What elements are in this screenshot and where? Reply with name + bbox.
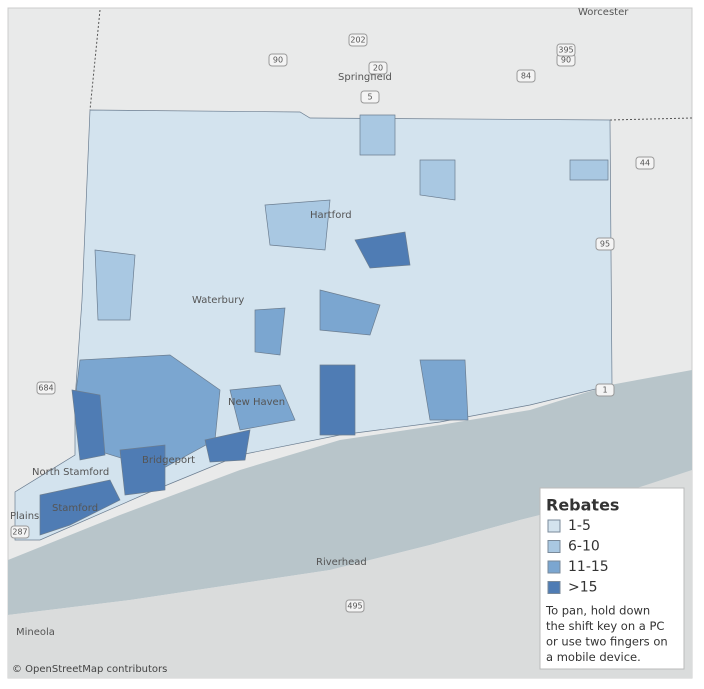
town bbox=[319, 364, 356, 436]
town bbox=[419, 159, 456, 201]
road-shield bbox=[516, 69, 536, 83]
road-shield bbox=[36, 381, 56, 395]
town bbox=[264, 199, 331, 251]
town bbox=[354, 231, 411, 269]
road-shield-label: 202 bbox=[350, 36, 365, 45]
town bbox=[39, 479, 121, 536]
legend-label: 6-10 bbox=[568, 539, 600, 555]
place-label: Riverhead bbox=[316, 557, 367, 568]
road-shield bbox=[595, 237, 615, 251]
legend-swatch bbox=[547, 581, 561, 594]
town bbox=[229, 384, 296, 431]
legend-swatch bbox=[547, 519, 561, 533]
road-shield-label: 84 bbox=[521, 72, 531, 81]
road-shield bbox=[360, 90, 380, 104]
town bbox=[71, 389, 106, 461]
road-shield-label: 1 bbox=[602, 386, 607, 395]
road-shield-label: 5 bbox=[367, 93, 372, 102]
road-shield-label: 95 bbox=[600, 240, 610, 249]
road-shield-label: 495 bbox=[347, 602, 362, 611]
town bbox=[94, 249, 136, 321]
water bbox=[8, 370, 692, 615]
legend-swatch bbox=[547, 540, 561, 553]
state-border bbox=[89, 9, 693, 121]
legend-note-line: To pan, hold down bbox=[545, 604, 650, 618]
legend-label: 11-15 bbox=[568, 559, 609, 575]
place-label: North Stamford bbox=[32, 467, 109, 478]
legend-box bbox=[539, 487, 685, 670]
road-shield bbox=[635, 156, 655, 170]
legend-items: 1-5 6-10 11-15 >15 bbox=[547, 518, 609, 596]
legend-label: >15 bbox=[568, 580, 598, 596]
legend-note-line: or use two fingers on bbox=[546, 635, 668, 649]
long-island bbox=[8, 470, 692, 678]
place-label: Worcester bbox=[578, 7, 629, 18]
place-label: Springfield bbox=[338, 72, 392, 83]
road-shield bbox=[556, 43, 576, 57]
road-shield-label: 395 bbox=[558, 46, 573, 55]
road-shield bbox=[345, 599, 365, 613]
road-shield-label: 44 bbox=[640, 159, 650, 168]
road-shield bbox=[595, 383, 615, 397]
town bbox=[569, 159, 609, 181]
legend-label: 1-5 bbox=[568, 518, 591, 534]
road-shields: 202 20 90 90 5 84 395 44 95 1 684 287 495 bbox=[10, 33, 655, 613]
road-shield-label: 684 bbox=[38, 384, 53, 393]
place-label: Plains bbox=[10, 511, 39, 522]
road-shield bbox=[268, 53, 288, 67]
legend-title: Rebates bbox=[546, 496, 619, 515]
legend-note-line: a mobile device. bbox=[546, 650, 641, 664]
road-shield-label: 287 bbox=[12, 528, 27, 537]
town bbox=[254, 307, 286, 356]
road-shield bbox=[348, 33, 368, 47]
place-label: Hartford bbox=[310, 210, 352, 221]
place-label: Waterbury bbox=[192, 295, 244, 306]
town bbox=[119, 444, 166, 496]
place-label: Bridgeport bbox=[142, 455, 195, 466]
town bbox=[359, 114, 396, 156]
place-label: New Haven bbox=[228, 397, 285, 408]
place-label: Stamford bbox=[52, 503, 98, 514]
road-shield bbox=[10, 525, 30, 539]
town bbox=[204, 429, 251, 463]
road-shield bbox=[368, 61, 388, 75]
town bbox=[419, 359, 469, 421]
place-label: Mineola bbox=[16, 627, 55, 638]
legend-swatch bbox=[547, 560, 561, 574]
attribution: © OpenStreetMap contributors bbox=[12, 664, 167, 675]
road-shield-label: 90 bbox=[273, 56, 283, 65]
road-shield-label: 90 bbox=[561, 56, 571, 65]
road-shield-label: 20 bbox=[373, 64, 383, 73]
town bbox=[319, 289, 381, 336]
legend-note-line: the shift key on a PC bbox=[546, 619, 664, 633]
